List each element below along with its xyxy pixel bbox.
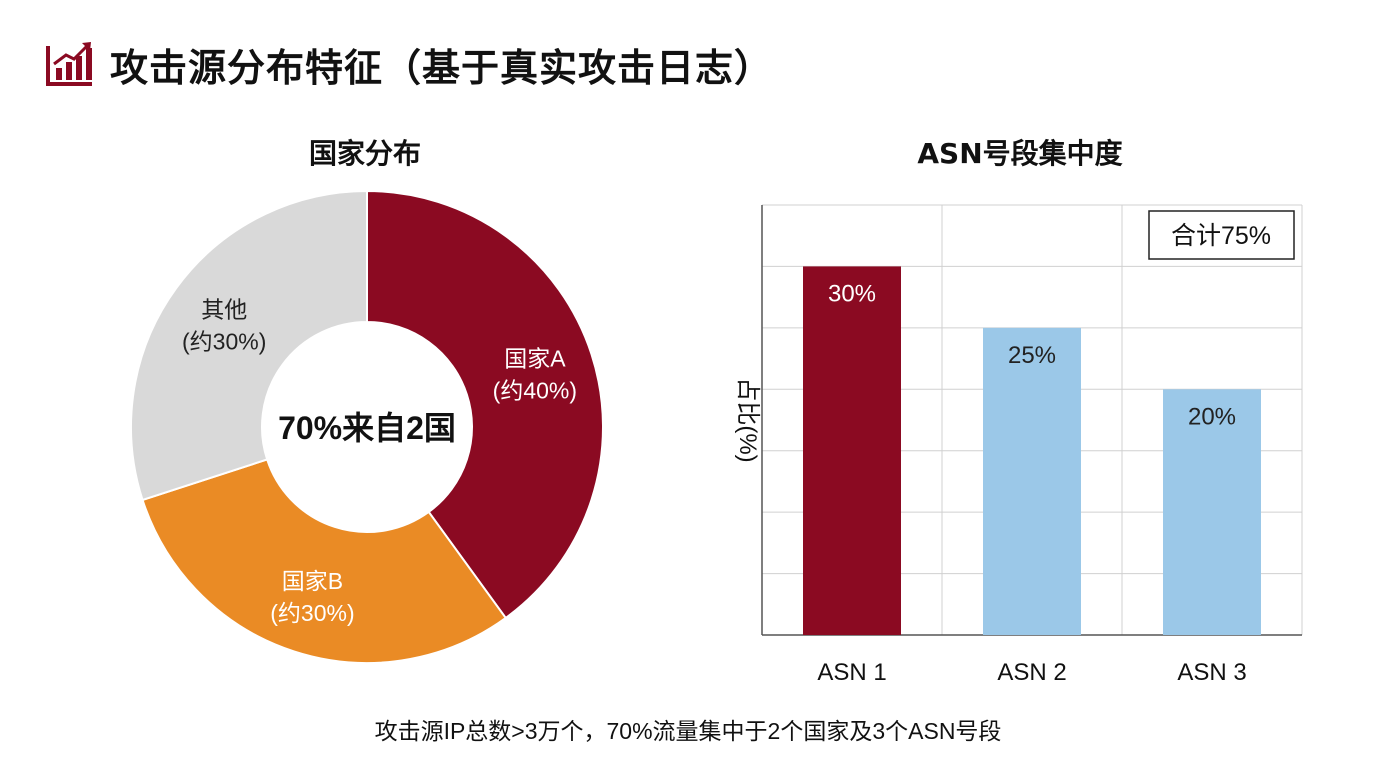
donut-center-label: 70%来自2国 <box>278 410 456 446</box>
bar-chart-up-icon <box>46 42 92 86</box>
bar-data-label: 25% <box>1008 342 1056 369</box>
total-annotation-text: 合计75% <box>1171 222 1271 250</box>
bar-asn-1 <box>803 266 901 635</box>
y-axis-label: 占比(%) <box>734 377 761 462</box>
total-annotation: 合计75% <box>1148 210 1295 260</box>
pie-slice-label: (约30%) <box>270 600 354 626</box>
x-tick-label: ASN 1 <box>817 659 886 686</box>
bar-chart-title: ASN号段集中度 <box>917 137 1123 170</box>
country-donut-chart: 国家A (约40%) 国家B (约30%) 其他 (约30%) 70%来自2国 <box>130 189 604 664</box>
pie-slice-1 <box>141 458 508 664</box>
footer-note: 攻击源IP总数>3万个，70%流量集中于2个国家及3个ASN号段 <box>374 718 1002 744</box>
pie-slice-name: 国家A <box>504 345 566 371</box>
pie-slice-name: 国家B <box>282 568 343 594</box>
pie-slice-name: 其他 <box>201 296 247 322</box>
x-tick-label: ASN 2 <box>997 659 1066 686</box>
asn-bar-chart: 30% ASN 1 25% ASN 2 20% ASN 3 占比(%) 合计75% <box>734 204 1303 686</box>
bar-asn-3 <box>1163 389 1261 635</box>
pie-chart-title: 国家分布 <box>308 137 421 170</box>
x-tick-label: ASN 3 <box>1177 659 1246 686</box>
pie-slice-label: (约30%) <box>182 328 266 354</box>
bar-asn-2 <box>983 327 1081 635</box>
page-title: 攻击源分布特征（基于真实攻击日志） <box>110 45 774 90</box>
page-header: 攻击源分布特征（基于真实攻击日志） <box>44 34 773 94</box>
bar-data-label: 20% <box>1188 403 1236 430</box>
bar-data-label: 30% <box>828 280 876 307</box>
pie-slice-0 <box>366 189 604 620</box>
pie-slice-2 <box>130 189 368 502</box>
pie-slice-label: (约40%) <box>493 377 577 403</box>
